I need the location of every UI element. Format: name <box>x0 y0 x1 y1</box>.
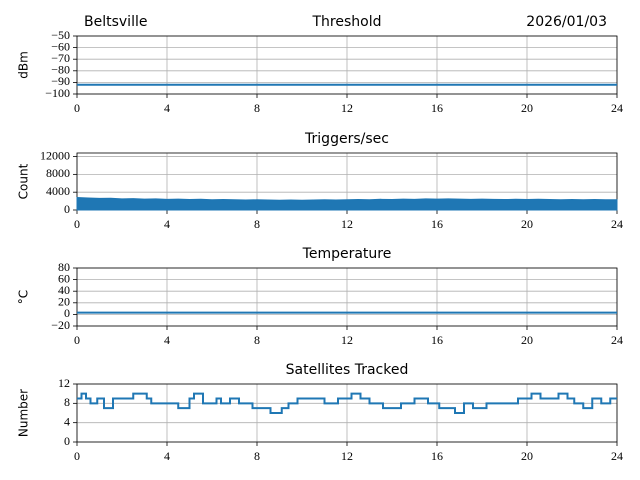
y-tick-label: 12 <box>58 376 70 390</box>
y-tick-label: 0 <box>64 202 70 216</box>
x-tick-label: 24 <box>611 449 623 463</box>
y-tick-label: 80 <box>58 260 70 274</box>
x-tick-label: 24 <box>611 217 623 231</box>
x-tick-label: 20 <box>521 449 533 463</box>
y-tick-label: −20 <box>51 318 70 332</box>
y-tick-label: −80 <box>51 63 70 77</box>
x-tick-label: 24 <box>611 333 623 347</box>
x-tick-label: 24 <box>611 101 623 115</box>
x-tick-label: 12 <box>341 449 353 463</box>
y-tick-label: 20 <box>58 295 70 309</box>
y-tick-label: 0 <box>64 434 70 448</box>
x-tick-label: 4 <box>164 101 170 115</box>
y-tick-label: 40 <box>58 283 70 297</box>
y-tick-label: 4000 <box>46 184 70 198</box>
y-tick-label: −50 <box>51 28 70 42</box>
y-tick-label: −90 <box>51 74 70 88</box>
x-tick-label: 20 <box>521 333 533 347</box>
y-axis-label: Count <box>17 163 31 199</box>
x-tick-label: 0 <box>74 217 80 231</box>
plot-frame <box>76 267 618 327</box>
y-axis-label: Number <box>17 389 31 437</box>
y-tick-label: −70 <box>51 51 70 65</box>
y-tick-label: 60 <box>58 271 70 285</box>
y-tick-label: 8000 <box>46 166 70 180</box>
x-tick-label: 0 <box>74 333 80 347</box>
x-tick-label: 20 <box>521 101 533 115</box>
y-tick-label: −100 <box>45 86 70 100</box>
x-tick-label: 8 <box>254 333 260 347</box>
y-tick-label: 12000 <box>40 148 70 162</box>
x-tick-label: 20 <box>521 217 533 231</box>
x-tick-label: 16 <box>431 217 443 231</box>
line <box>77 392 617 414</box>
date: 2026/01/03 <box>526 14 607 30</box>
x-tick-label: 16 <box>431 333 443 347</box>
plot-title: Temperature <box>302 246 392 262</box>
y-axis-label: dBm <box>17 51 31 79</box>
x-tick-label: 0 <box>74 449 80 463</box>
area <box>76 197 618 211</box>
x-tick-label: 4 <box>164 217 170 231</box>
y-axis-label: °C <box>17 290 31 304</box>
y-tick-label: −60 <box>51 39 70 53</box>
x-tick-label: 4 <box>164 449 170 463</box>
plot-title: Satellites Tracked <box>286 362 409 378</box>
x-tick-label: 12 <box>341 333 353 347</box>
x-tick-label: 8 <box>254 449 260 463</box>
x-tick-label: 16 <box>431 101 443 115</box>
x-tick-label: 0 <box>74 101 80 115</box>
plot-title: Triggers/sec <box>304 131 389 147</box>
x-tick-label: 16 <box>431 449 443 463</box>
y-tick-label: 0 <box>64 306 70 320</box>
x-tick-label: 8 <box>254 101 260 115</box>
plot-title: Threshold <box>312 14 382 30</box>
y-tick-label: 8 <box>64 395 70 409</box>
plot-frame <box>76 383 618 443</box>
location: Beltsville <box>84 14 147 30</box>
x-tick-label: 8 <box>254 217 260 231</box>
x-tick-label: 12 <box>341 217 353 231</box>
y-tick-label: 4 <box>64 414 70 428</box>
x-tick-label: 4 <box>164 333 170 347</box>
x-tick-label: 12 <box>341 101 353 115</box>
plot-frame <box>76 35 618 95</box>
